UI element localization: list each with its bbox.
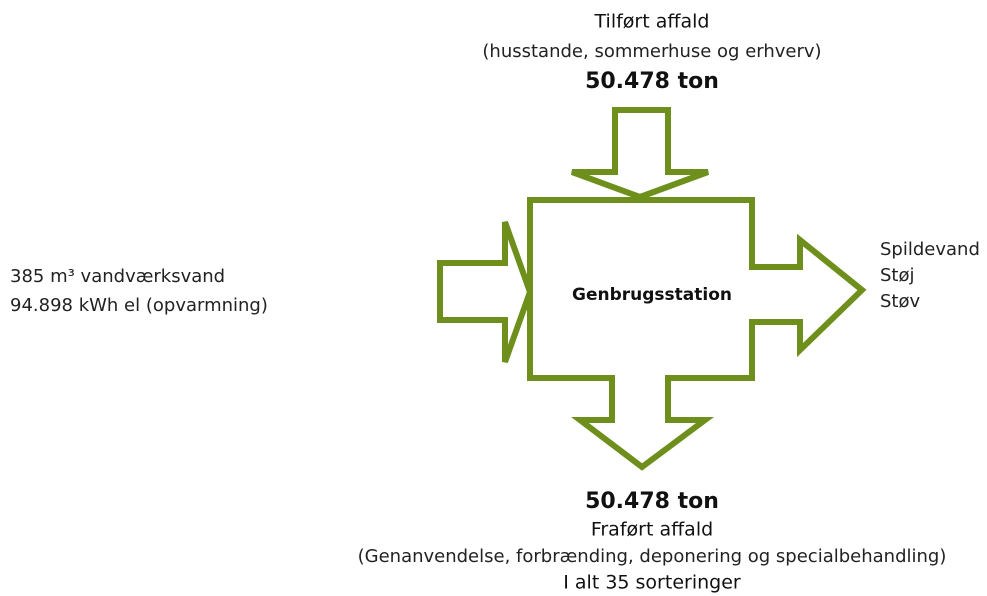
- top-amount: 50.478 ton: [585, 69, 719, 94]
- left-line: 94.898 kWh el (opvarmning): [10, 295, 268, 316]
- right-line: Støj: [880, 265, 915, 286]
- right-line: Spildevand: [880, 239, 980, 260]
- left-line: 385 m³ vandværksvand: [10, 266, 225, 287]
- bottom-title: Fraført affald: [591, 519, 713, 541]
- bottom-note: I alt 35 sorteringer: [563, 572, 741, 594]
- input-arrow-left: [437, 220, 534, 364]
- top-title: Tilført affald: [594, 11, 710, 33]
- center-label: Genbrugsstation: [572, 285, 732, 305]
- bottom-subtitle: (Genanvendelse, forbrænding, deponering …: [358, 546, 947, 567]
- bottom-amount: 50.478 ton: [585, 489, 719, 514]
- input-arrow-top: [570, 107, 710, 201]
- station-box: [527, 197, 867, 471]
- top-subtitle: (husstande, sommerhuse og erhverv): [482, 41, 821, 62]
- right-line: Støv: [880, 291, 920, 312]
